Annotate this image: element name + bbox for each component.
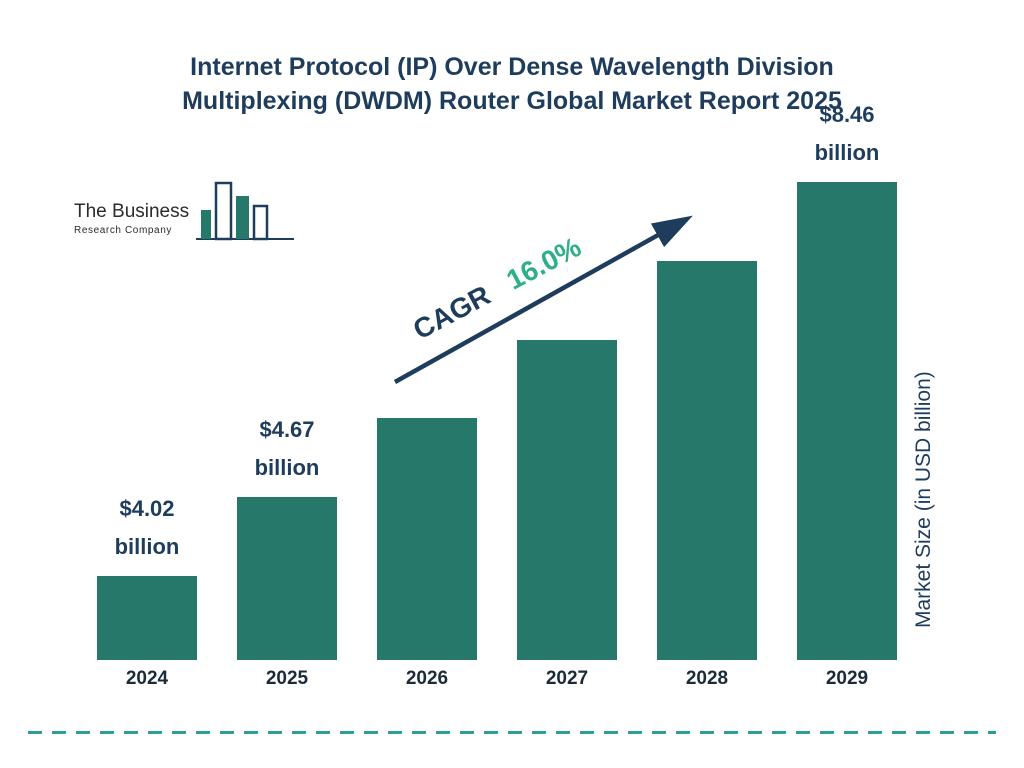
logo-bar-chart-icon	[196, 181, 295, 241]
x-tick-label: 2029	[825, 668, 869, 689]
bar-2028	[657, 261, 757, 660]
x-tick-label: 2025	[265, 668, 309, 689]
bar-column: $8.46 billion	[797, 70, 897, 660]
bar-column: $4.02 billion	[97, 70, 197, 660]
y-axis-title: Market Size (in USD billion)	[912, 371, 935, 629]
x-tick-label: 2028	[685, 668, 729, 689]
cagr-trend-arrow-icon	[393, 215, 693, 384]
bar-2026	[377, 418, 477, 660]
bottom-dashed-divider	[28, 731, 996, 734]
logo-name: The Business	[74, 201, 190, 222]
bar-value-label: $4.67 billion	[254, 417, 320, 481]
bar-value-label: $8.46 billion	[814, 102, 880, 166]
bar-column: $4.67 billion	[237, 70, 337, 660]
company-logo: The Business Research Company	[74, 176, 295, 244]
x-tick-label: 2024	[125, 668, 169, 689]
x-axis-labels: 2024 2025 2026 2027 2028 2029	[97, 668, 897, 690]
bar-column	[517, 70, 617, 660]
bar-column	[377, 70, 477, 660]
bar-2029	[797, 182, 897, 660]
bar-column	[657, 70, 757, 660]
chart-title: Internet Protocol (IP) Over Dense Wavele…	[182, 52, 842, 116]
x-tick-label: 2026	[405, 668, 449, 689]
logo-text: The Business Research Company	[74, 201, 190, 236]
bar-2027	[517, 340, 617, 660]
bar-2025	[237, 497, 337, 660]
bar-value-label: $4.02 billion	[114, 496, 180, 560]
x-tick-label: 2027	[545, 668, 589, 689]
bar-chart: $4.02 billion $4.67 billion $8.46 billion	[97, 70, 897, 660]
bar-2024	[97, 576, 197, 660]
logo-subname: Research Company	[74, 224, 172, 236]
